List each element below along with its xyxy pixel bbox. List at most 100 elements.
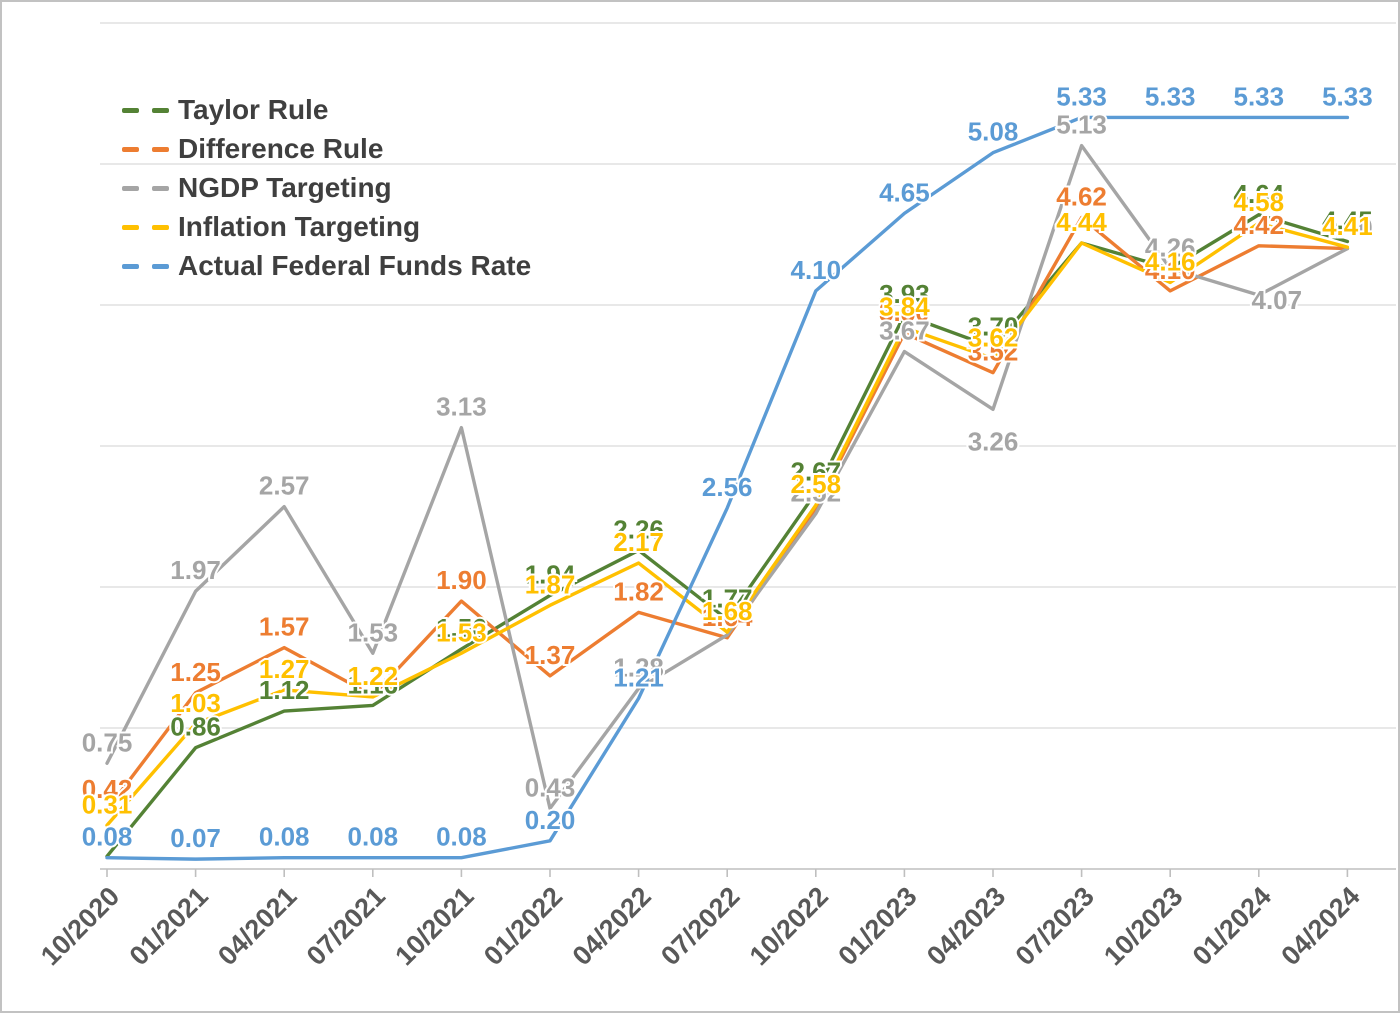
legend-dash-icon [122, 146, 178, 152]
data-label-inflation-targeting: 1.27 [259, 654, 310, 684]
data-label-taylor-rule: 3.93 [879, 279, 930, 309]
data-label-inflation-targeting: 1.53 [436, 617, 487, 647]
data-label-inflation-targeting: 2.17 [613, 527, 664, 557]
data-label-ngdp-targeting: 0.75 [82, 727, 133, 757]
x-axis-label: 10/2022 [744, 881, 834, 971]
x-axis-label: 07/2023 [1010, 881, 1100, 971]
series-line-taylor-rule [105, 213, 1350, 859]
legend-label: Actual Federal Funds Rate [178, 250, 532, 281]
data-label-taylor-rule: 1.12 [259, 675, 310, 705]
data-label-ngdp-targeting: 2.52 [790, 478, 841, 508]
data-label-difference-rule: 1.64 [702, 602, 753, 632]
data-label-taylor-rule: 4.44 [1056, 207, 1107, 237]
legend-dash-icon [122, 263, 178, 269]
data-label-actual-federal-funds-rate: 0.07 [170, 823, 221, 853]
legend-dash-icon [122, 185, 178, 191]
data-label-ngdp-targeting: 2.57 [259, 471, 310, 501]
data-label-actual-federal-funds-rate: 0.20 [525, 805, 576, 835]
data-label-inflation-targeting: 4.41 [1322, 211, 1373, 241]
data-label-inflation-targeting: 3.84 [879, 292, 930, 322]
data-label-difference-rule: 0.42 [82, 774, 133, 804]
series-line-inflation-targeting [105, 221, 1350, 827]
series-line-difference-rule [105, 215, 1350, 812]
legend-item-taylor-rule: Taylor Rule [122, 94, 531, 126]
data-label-difference-rule: 4.62 [1056, 182, 1107, 212]
legend-dash-icon [122, 224, 178, 230]
data-label-actual-federal-funds-rate: 5.33 [1233, 81, 1284, 111]
data-label-actual-federal-funds-rate: 4.65 [879, 177, 930, 207]
data-label-difference-rule: 4.10 [1145, 255, 1196, 285]
data-label-actual-federal-funds-rate: 5.08 [968, 117, 1019, 147]
legend-label: Taylor Rule [178, 94, 329, 125]
data-label-difference-rule: 4.40 [1322, 213, 1373, 243]
data-label-difference-rule: 1.82 [613, 576, 664, 606]
data-label-ngdp-targeting: 3.26 [968, 426, 1019, 456]
data-label-difference-rule: 1.37 [525, 640, 576, 670]
data-label-actual-federal-funds-rate: 0.08 [436, 822, 487, 852]
x-axis-label: 01/2022 [478, 881, 568, 971]
legend-item-ngdp-targeting: NGDP Targeting [122, 172, 531, 204]
data-label-taylor-rule: 2.26 [613, 514, 664, 544]
data-label-taylor-rule: 1.56 [436, 613, 487, 643]
data-label-taylor-rule: 4.26 [1145, 232, 1196, 262]
data-label-inflation-targeting: 1.22 [347, 661, 398, 691]
data-label-actual-federal-funds-rate: 4.10 [790, 255, 841, 285]
data-label-inflation-targeting: 1.87 [525, 569, 576, 599]
legend-label: Difference Rule [178, 133, 384, 164]
data-label-ngdp-targeting: 4.26 [1145, 232, 1196, 262]
data-label-inflation-targeting: 1.03 [170, 688, 221, 718]
data-label-actual-federal-funds-rate: 0.08 [347, 822, 398, 852]
data-label-difference-rule: 3.52 [968, 337, 1019, 367]
data-label-ngdp-targeting: 4.07 [1251, 285, 1302, 315]
data-label-inflation-targeting: 2.58 [790, 469, 841, 499]
legend: Taylor Rule Difference Rule NGDP Targeting… [122, 94, 531, 282]
x-axis-label: 04/2021 [212, 881, 302, 971]
legend-label: NGDP Targeting [178, 172, 392, 203]
data-label-ngdp-targeting: 1.28 [613, 653, 664, 683]
data-label-taylor-rule: 0.86 [170, 712, 221, 742]
data-label-taylor-rule: 3.70 [968, 311, 1019, 341]
data-label-actual-federal-funds-rate: 5.33 [1322, 81, 1373, 111]
data-label-actual-federal-funds-rate: 5.33 [1056, 81, 1107, 111]
data-label-ngdp-targeting: 3.13 [436, 392, 487, 422]
x-axis-label: 10/2021 [389, 881, 479, 971]
data-label-ngdp-targeting: 1.53 [347, 617, 398, 647]
data-label-difference-rule: 1.25 [170, 657, 221, 687]
data-label-inflation-targeting: 1.68 [702, 596, 753, 626]
legend-item-inflation-targeting: Inflation Targeting [122, 211, 531, 243]
x-axis-label: 01/2024 [1187, 881, 1277, 971]
data-label-taylor-rule: 1.77 [702, 583, 753, 613]
data-label-actual-federal-funds-rate: 0.08 [82, 822, 133, 852]
legend-item-difference-rule: Difference Rule [122, 133, 531, 165]
data-label-inflation-targeting: 3.62 [968, 323, 1019, 353]
data-label-ngdp-targeting: 0.43 [525, 772, 576, 802]
data-label-difference-rule: 1.23 [347, 660, 398, 690]
data-label-inflation-targeting: 4.16 [1145, 246, 1196, 276]
data-label-actual-federal-funds-rate: 5.33 [1145, 81, 1196, 111]
data-label-ngdp-targeting: 4.40 [1322, 213, 1373, 243]
data-label-taylor-rule: 4.45 [1322, 206, 1373, 236]
x-axis-label: 04/2022 [567, 881, 657, 971]
data-label-ngdp-targeting: 5.13 [1056, 110, 1107, 140]
data-label-taylor-rule: 1.16 [347, 669, 398, 699]
data-label-inflation-targeting: 4.44 [1056, 207, 1107, 237]
data-label-difference-rule: 1.90 [436, 565, 487, 595]
legend-label: Inflation Targeting [178, 211, 421, 242]
data-label-taylor-rule: 2.67 [790, 457, 841, 487]
x-axis-label: 07/2022 [655, 881, 745, 971]
data-label-difference-rule: 4.42 [1233, 210, 1284, 240]
legend-item-actual-federal-funds-rate: Actual Federal Funds Rate [122, 250, 531, 282]
data-label-taylor-rule: 1.94 [525, 559, 576, 589]
data-label-ngdp-targeting: 1.97 [170, 555, 221, 585]
data-label-ngdp-targeting: 3.67 [879, 316, 930, 346]
series-line-actual-federal-funds-rate [105, 115, 1350, 861]
x-axis-label: 04/2024 [1275, 881, 1365, 971]
data-label-taylor-rule: 4.64 [1233, 179, 1284, 209]
data-label-inflation-targeting: 0.31 [82, 789, 133, 819]
data-label-difference-rule: 1.57 [259, 612, 310, 642]
data-label-actual-federal-funds-rate: 0.08 [259, 822, 310, 852]
legend-dash-icon [122, 107, 178, 113]
data-label-difference-rule: 3.80 [879, 297, 930, 327]
